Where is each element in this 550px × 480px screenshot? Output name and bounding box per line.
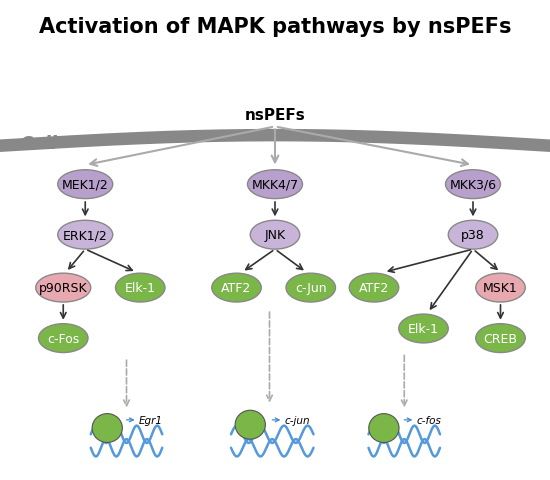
- Text: MKK4/7: MKK4/7: [251, 178, 299, 192]
- Text: p38: p38: [461, 228, 485, 242]
- Text: MKK3/6: MKK3/6: [449, 178, 497, 192]
- Text: ERK1/2: ERK1/2: [63, 228, 108, 242]
- Ellipse shape: [58, 221, 113, 250]
- Text: MSK1: MSK1: [483, 281, 518, 295]
- Text: MEK1/2: MEK1/2: [62, 178, 109, 192]
- Text: CREB: CREB: [483, 332, 518, 345]
- Ellipse shape: [212, 274, 261, 302]
- Text: Activation of MAPK pathways by nsPEFs: Activation of MAPK pathways by nsPEFs: [39, 17, 512, 37]
- Text: JNK: JNK: [265, 228, 285, 242]
- Text: Cell: Cell: [19, 135, 57, 153]
- Ellipse shape: [368, 414, 399, 443]
- Text: Egr1: Egr1: [139, 415, 163, 425]
- Text: nsPEFs: nsPEFs: [245, 108, 305, 123]
- Ellipse shape: [39, 324, 88, 353]
- Text: c-jun: c-jun: [285, 415, 311, 425]
- Ellipse shape: [248, 170, 302, 199]
- Text: ATF2: ATF2: [221, 281, 252, 295]
- Text: c-fos: c-fos: [417, 415, 442, 425]
- Text: p90RSK: p90RSK: [39, 281, 87, 295]
- Text: c-Jun: c-Jun: [295, 281, 327, 295]
- Ellipse shape: [476, 274, 525, 302]
- Ellipse shape: [235, 410, 265, 439]
- Ellipse shape: [448, 221, 498, 250]
- Ellipse shape: [92, 414, 122, 443]
- Ellipse shape: [446, 170, 501, 199]
- Ellipse shape: [116, 274, 165, 302]
- Text: c-Fos: c-Fos: [47, 332, 79, 345]
- Text: Elk-1: Elk-1: [408, 322, 439, 336]
- Ellipse shape: [36, 274, 91, 302]
- Ellipse shape: [250, 221, 300, 250]
- Ellipse shape: [349, 274, 399, 302]
- Ellipse shape: [476, 324, 525, 353]
- Ellipse shape: [58, 170, 113, 199]
- Ellipse shape: [399, 314, 448, 343]
- Text: Elk-1: Elk-1: [125, 281, 156, 295]
- Text: ATF2: ATF2: [359, 281, 389, 295]
- Ellipse shape: [286, 274, 336, 302]
